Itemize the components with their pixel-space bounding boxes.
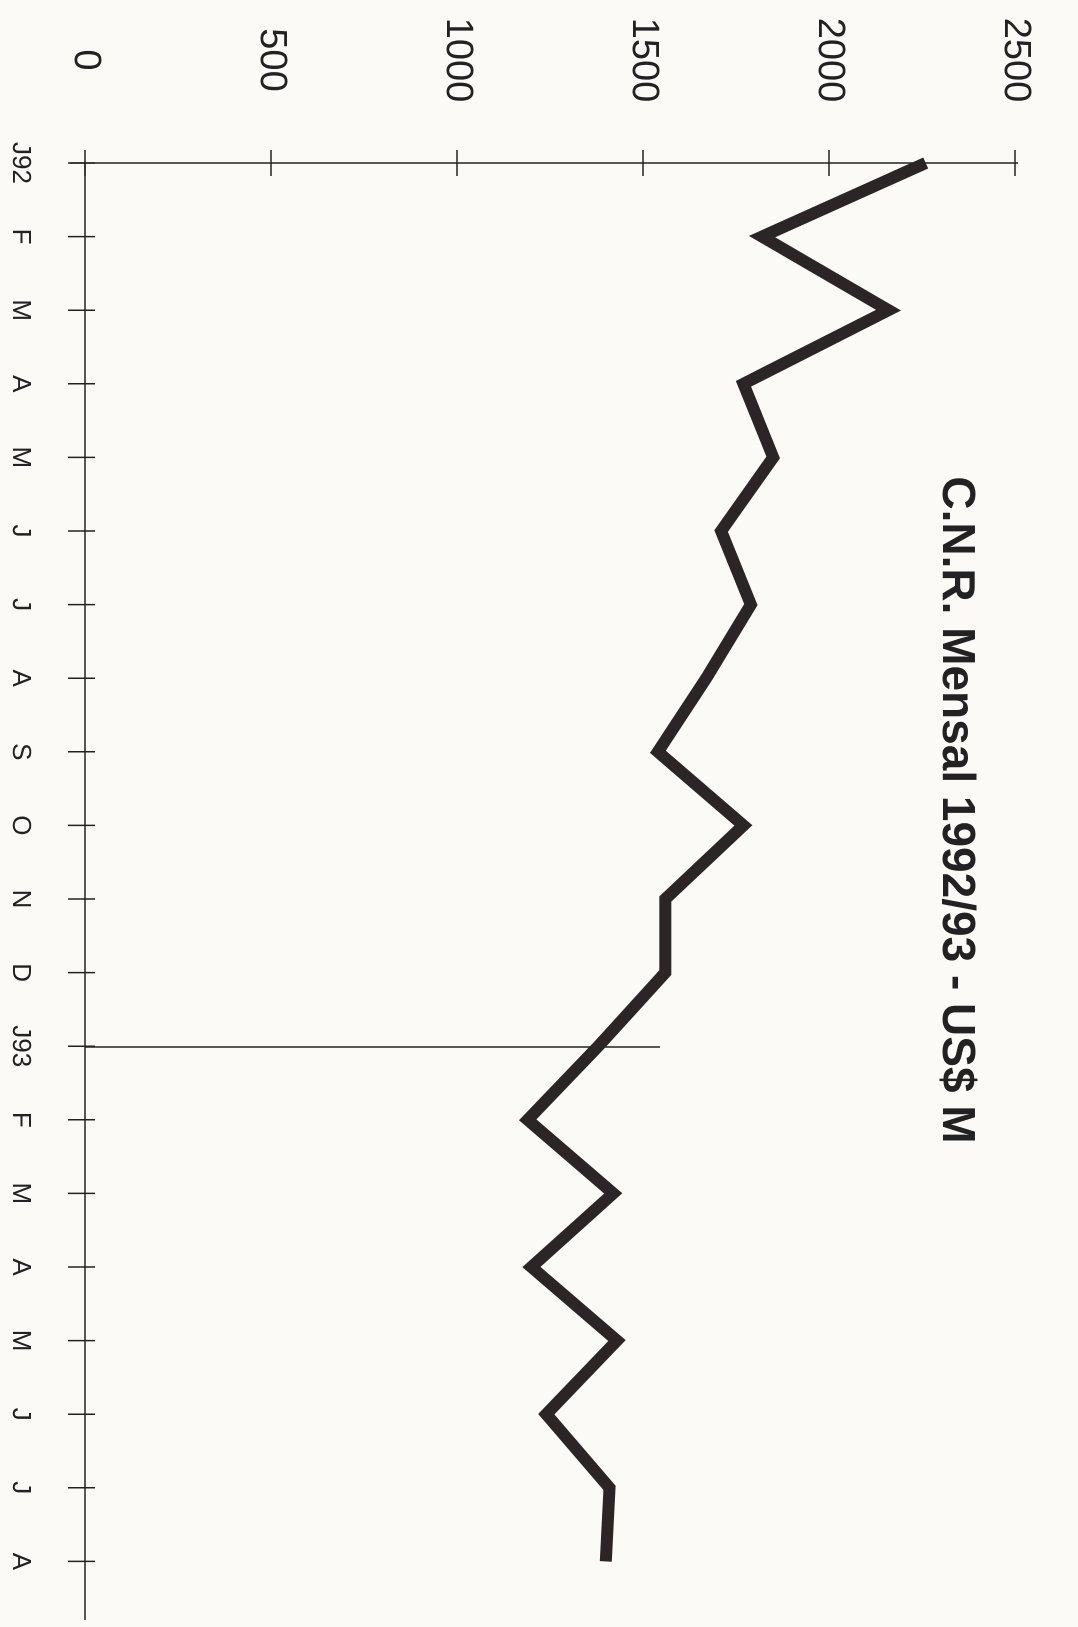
y-tick-label: 500	[252, 28, 294, 91]
x-tick-label: J	[7, 1481, 37, 1494]
y-tick-label: 2000	[810, 18, 852, 103]
x-tick-label: A	[7, 1553, 37, 1571]
x-tick-label: N	[7, 890, 37, 909]
x-tick-label: J	[7, 1408, 37, 1421]
y-tick-label: 1500	[624, 18, 666, 103]
x-tick-label: M	[7, 447, 37, 469]
data-line	[518, 157, 929, 1562]
x-tick-label: J93	[7, 1025, 37, 1067]
x-tick-label: D	[7, 963, 37, 982]
y-tick-label: 0	[66, 49, 108, 70]
x-tick-label: F	[7, 1112, 37, 1128]
x-tick-label: M	[7, 1183, 37, 1205]
chart-title: C.N.R. Mensal 1992/93 - US$ M	[933, 476, 985, 1143]
x-tick-label: S	[7, 743, 37, 760]
x-tick-label: O	[7, 815, 37, 835]
x-tick-label: J	[7, 525, 37, 538]
x-tick-label: F	[7, 229, 37, 245]
x-tick-label: J92	[7, 142, 37, 184]
x-tick-label: A	[7, 670, 37, 688]
x-tick-label: A	[7, 1258, 37, 1276]
x-tick-label: M	[7, 1330, 37, 1352]
x-tick-label: A	[7, 375, 37, 393]
x-tick-label: M	[7, 299, 37, 321]
y-tick-label: 2500	[996, 18, 1038, 103]
x-tick-label: J	[7, 598, 37, 611]
y-tick-label: 1000	[438, 18, 480, 103]
